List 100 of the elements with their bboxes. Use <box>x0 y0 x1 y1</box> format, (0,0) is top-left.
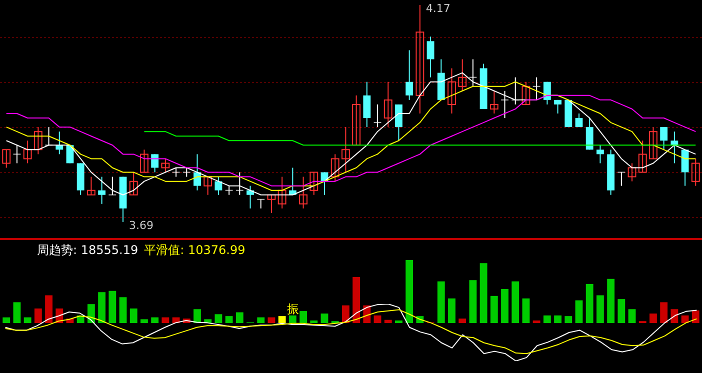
candlestick <box>638 140 647 173</box>
bar <box>98 292 106 323</box>
bar <box>490 296 498 323</box>
annotation: 振 <box>287 302 300 316</box>
bar <box>151 317 159 323</box>
bar <box>607 278 615 323</box>
candlestick <box>363 81 371 128</box>
candlestick <box>341 126 350 173</box>
candlestick <box>522 81 530 105</box>
bar <box>119 297 127 323</box>
bar <box>437 281 445 323</box>
candlestick <box>501 90 508 119</box>
candlestick <box>151 154 159 173</box>
bar <box>300 311 307 323</box>
candlestick <box>586 118 594 150</box>
bar <box>374 315 382 323</box>
candlestick <box>56 131 64 155</box>
candlestick <box>278 176 286 209</box>
candlestick <box>618 172 626 186</box>
bar <box>458 318 466 323</box>
bar <box>469 280 477 323</box>
candlestick <box>448 68 456 114</box>
bar <box>194 309 201 323</box>
bar <box>670 309 678 323</box>
candlestick <box>458 58 467 92</box>
bar <box>162 317 170 323</box>
bar <box>310 320 318 323</box>
bar <box>586 284 594 323</box>
candlestick <box>86 176 96 196</box>
bar <box>512 281 520 323</box>
bar <box>554 315 562 323</box>
candlestick <box>2 149 11 168</box>
text: 周趋势: 18555.19 <box>37 243 138 257</box>
bar <box>342 305 350 323</box>
bar <box>448 298 456 323</box>
candlestick <box>34 126 42 155</box>
candlestick <box>628 162 636 182</box>
bar <box>532 320 540 323</box>
bar <box>257 317 265 323</box>
bar <box>140 319 148 323</box>
bar <box>618 299 626 323</box>
text: 平滑值: 10376.99 <box>144 243 246 257</box>
candlestick <box>660 126 668 150</box>
bar <box>214 314 222 323</box>
candlestick <box>310 172 318 196</box>
bar <box>320 314 328 323</box>
candlestick <box>257 198 265 209</box>
bar <box>575 300 583 323</box>
bar <box>236 312 244 323</box>
candlestick <box>267 194 276 214</box>
bar <box>34 308 42 323</box>
bar <box>406 260 414 323</box>
bar <box>650 314 657 323</box>
candlestick <box>140 149 148 173</box>
candlestick <box>554 99 562 114</box>
candlestick <box>384 81 392 128</box>
bar <box>522 298 530 323</box>
candlestick <box>649 126 658 160</box>
bar <box>480 263 488 323</box>
candlestick <box>416 4 424 114</box>
bar <box>543 315 551 323</box>
bar <box>108 290 116 323</box>
bar <box>2 317 10 323</box>
bar <box>628 309 636 323</box>
candlestick <box>23 140 32 164</box>
bar <box>501 288 508 323</box>
candlestick <box>299 176 308 209</box>
bar <box>564 316 572 323</box>
annotation: 3.69 <box>129 219 154 232</box>
candlestick <box>406 50 414 100</box>
bar <box>596 295 604 323</box>
candlestick <box>13 144 21 164</box>
candlestick <box>246 185 254 209</box>
annotation: 4.17 <box>426 2 450 15</box>
candlestick <box>182 167 190 178</box>
bar <box>24 317 32 323</box>
candlestick <box>532 76 540 100</box>
candlestick <box>670 131 678 164</box>
candlestick <box>490 90 498 114</box>
candlestick <box>161 158 170 173</box>
candlestick <box>129 172 138 196</box>
bar <box>692 310 700 323</box>
bar <box>13 302 21 323</box>
candlestick <box>395 104 402 142</box>
bar <box>384 320 392 323</box>
bar <box>130 308 138 323</box>
candlestick <box>204 176 212 196</box>
candlestick <box>172 167 180 178</box>
candlestick <box>374 104 382 128</box>
candlestick <box>330 154 340 182</box>
candlestick <box>691 158 700 186</box>
bar <box>395 320 402 323</box>
candlestick <box>596 144 604 164</box>
bar <box>278 316 286 323</box>
bar <box>45 295 52 323</box>
bar <box>352 277 360 323</box>
bar <box>268 317 276 323</box>
bar <box>660 302 668 323</box>
candlestick <box>426 36 434 78</box>
bar <box>225 316 233 323</box>
